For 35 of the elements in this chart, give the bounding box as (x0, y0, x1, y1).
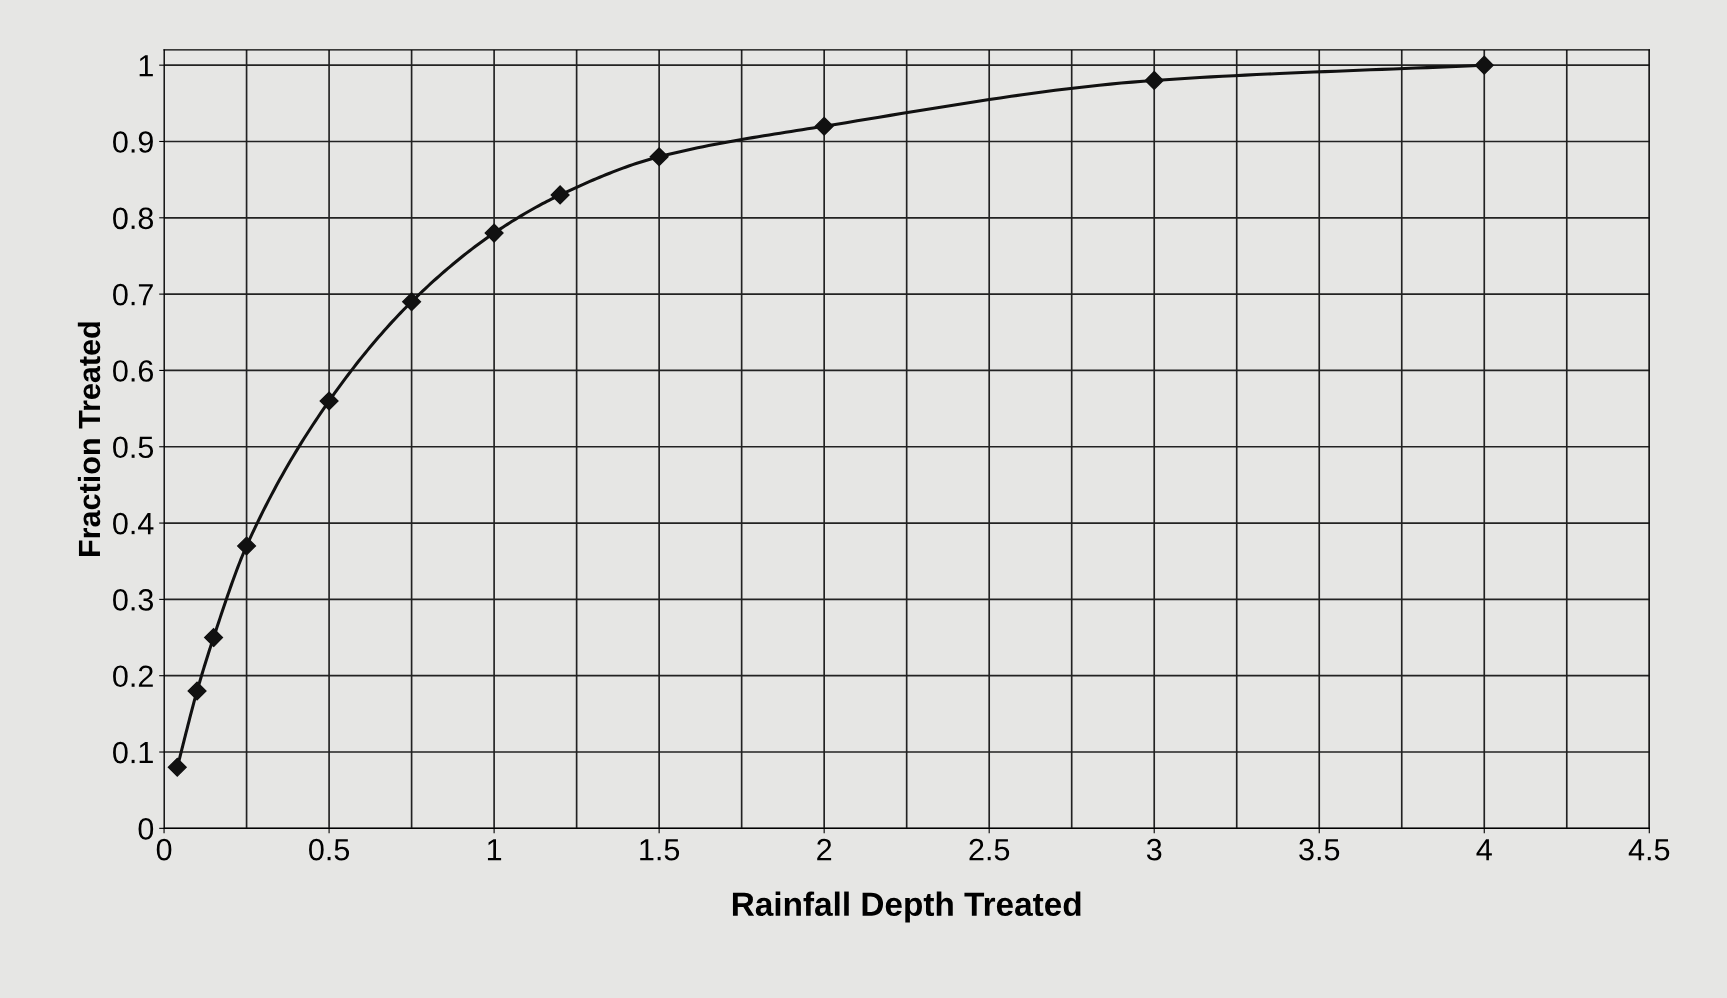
y-tick-label: 0.2 (113, 665, 153, 688)
x-tick-label: 4 (1476, 839, 1492, 861)
point (187, 681, 207, 701)
x-tick-label: 0 (156, 838, 172, 861)
x-tick-label: 1 (487, 839, 502, 861)
y-tick-label: 1 (139, 55, 153, 77)
x-tick-label: 4.5 (1628, 839, 1670, 861)
x-tick-label: 2.5 (969, 838, 1010, 861)
point (319, 391, 339, 411)
y-tick-label: 0.9 (113, 131, 153, 153)
y-tick-label: 0 (138, 818, 154, 840)
x-tick-label: 1.5 (640, 839, 680, 861)
x-axis-title: Rainfall Depth Treated (732, 891, 1081, 923)
x-tick-label: 0.5 (309, 838, 350, 861)
y-tick-label: 0.4 (113, 512, 154, 535)
point (204, 628, 224, 648)
point (814, 116, 834, 136)
y-tick-label: 0.5 (113, 436, 154, 459)
point (484, 223, 504, 243)
point (550, 185, 570, 205)
y-axis-title: Fraction Treated (77, 322, 101, 556)
y-tick-label: 0.8 (113, 207, 154, 230)
y-tick-label: 0.6 (113, 360, 153, 382)
x-tick-label: 3 (1146, 838, 1162, 861)
point (1144, 70, 1164, 90)
point (237, 536, 257, 556)
point (1474, 55, 1494, 75)
point (402, 292, 422, 312)
x-tick-label: 2 (817, 838, 832, 861)
y-tick-label: 0.3 (113, 589, 153, 611)
point (167, 757, 187, 777)
point (649, 147, 669, 167)
y-tick-label: 0.1 (113, 741, 153, 764)
x-tick-label: 3.5 (1299, 838, 1340, 861)
y-tick-label: 0.7 (113, 283, 153, 306)
